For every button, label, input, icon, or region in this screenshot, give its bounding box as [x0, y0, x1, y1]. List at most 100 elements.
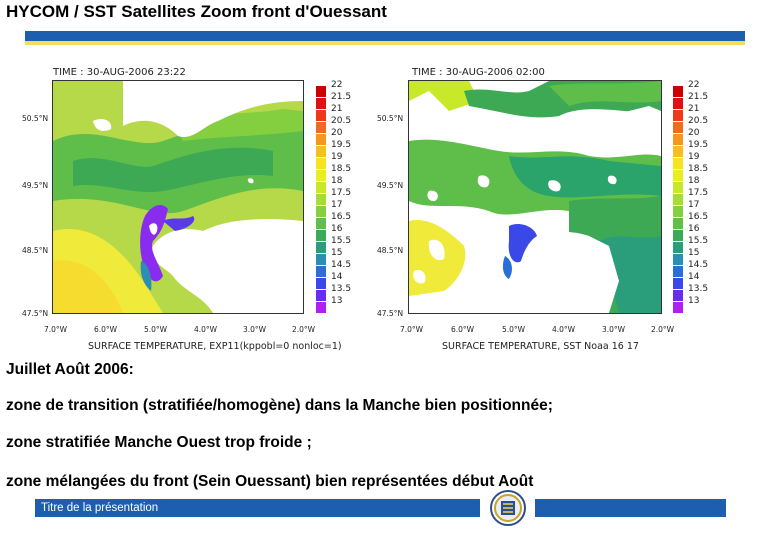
legend-swatch [673, 278, 683, 289]
legend-swatch [316, 278, 326, 289]
legend-label: 18.5 [331, 164, 352, 174]
body-line: zone de transition (stratifiée/homogène)… [6, 397, 553, 414]
legend-swatch [673, 194, 683, 205]
lon-label: 2.0°W [651, 325, 675, 334]
legend-label: 16.5 [331, 212, 352, 222]
presentation-title-footer: Titre de la présentation [35, 499, 480, 517]
legend-label: 13 [331, 296, 343, 306]
legend-label: 17 [688, 200, 700, 210]
legend-swatch [316, 290, 326, 301]
legend-label: 22 [688, 80, 700, 90]
lat-label: 48.5°N [377, 246, 404, 255]
legend-label: 19.5 [331, 140, 352, 150]
legend-swatch [316, 146, 326, 157]
legend-label: 14.5 [331, 260, 352, 270]
legend-label: 19.5 [688, 140, 709, 150]
legend-swatch [673, 230, 683, 241]
legend-swatch [673, 182, 683, 193]
legend-swatch [673, 170, 683, 181]
legend-swatch [316, 158, 326, 169]
legend-label: 17 [331, 200, 343, 210]
legend-label: 15.5 [688, 236, 709, 246]
legend-label: 17.5 [331, 188, 352, 198]
legend-swatch [316, 254, 326, 265]
legend-swatch [316, 98, 326, 109]
header-bar-accent [25, 41, 745, 45]
slide-title: HYCOM / SST Satellites Zoom front d'Oues… [6, 2, 387, 21]
legend-label: 18 [688, 176, 700, 186]
map-time-label: TIME : 30-AUG-2006 23:22 [53, 67, 186, 78]
legend-label: 15 [331, 248, 343, 258]
legend-swatch [316, 302, 326, 313]
lat-label: 49.5°N [377, 181, 404, 190]
lon-label: 4.0°W [194, 325, 218, 334]
legend-swatch [673, 302, 683, 313]
lon-label: 4.0°W [552, 325, 576, 334]
lon-label: 6.0°W [94, 325, 118, 334]
legend-swatch [316, 110, 326, 121]
lon-label: 6.0°W [451, 325, 475, 334]
emblem-icon [490, 490, 526, 526]
lat-label: 50.5°N [377, 114, 404, 123]
legend-swatch [316, 194, 326, 205]
lat-label: 47.5°N [377, 309, 404, 318]
legend-swatch [316, 182, 326, 193]
legend-label: 19 [688, 152, 700, 162]
legend-swatch [316, 242, 326, 253]
legend-label: 20.5 [688, 116, 709, 126]
lon-label: 3.0°W [243, 325, 267, 334]
legend-label: 18 [331, 176, 343, 186]
legend-label: 14 [688, 272, 700, 282]
lon-label: 3.0°W [602, 325, 626, 334]
lon-label: 7.0°W [400, 325, 424, 334]
legend-label: 13 [688, 296, 700, 306]
legend-swatch [673, 218, 683, 229]
legend-label: 16 [688, 224, 700, 234]
legend-label: 14.5 [688, 260, 709, 270]
legend-swatch [316, 122, 326, 133]
legend-label: 21 [688, 104, 700, 114]
legend-label: 14 [331, 272, 343, 282]
legend-swatch [316, 266, 326, 277]
legend-swatch [673, 98, 683, 109]
map-caption: SURFACE TEMPERATURE, SST Noaa 16 17 [442, 341, 639, 352]
legend-label: 22 [331, 80, 343, 90]
legend-label: 13.5 [688, 284, 709, 294]
lat-label: 48.5°N [22, 246, 49, 255]
legend-swatch [673, 146, 683, 157]
legend-swatch [673, 242, 683, 253]
legend-swatch [673, 266, 683, 277]
legend-swatch [316, 170, 326, 181]
sst-map-model [52, 80, 304, 314]
legend-swatch [673, 158, 683, 169]
lon-label: 7.0°W [44, 325, 68, 334]
legend-swatch [316, 134, 326, 145]
body-line: zone mélangées du front (Sein Ouessant) … [6, 473, 534, 490]
legend-label: 18.5 [688, 164, 709, 174]
legend-label: 21 [331, 104, 343, 114]
legend-swatch [673, 110, 683, 121]
footer-bar [535, 499, 726, 517]
sst-field-satellite [409, 81, 661, 313]
lon-label: 2.0°W [292, 325, 316, 334]
legend-label: 15 [688, 248, 700, 258]
legend-label: 20 [331, 128, 343, 138]
legend-label: 21.5 [688, 92, 709, 102]
body-heading: Juillet Août 2006: [6, 361, 134, 378]
legend-label: 16.5 [688, 212, 709, 222]
map-time-label: TIME : 30-AUG-2006 02:00 [412, 67, 545, 78]
header-bar [25, 31, 745, 41]
lon-label: 5.0°W [144, 325, 168, 334]
legend-label: 16 [331, 224, 343, 234]
legend-label: 20.5 [331, 116, 352, 126]
legend-swatch [316, 206, 326, 217]
legend-label: 19 [331, 152, 343, 162]
legend-label: 21.5 [331, 92, 352, 102]
body-line: zone stratifiée Manche Ouest trop froide… [6, 434, 312, 451]
sst-field-model [53, 81, 303, 313]
legend-swatch [673, 86, 683, 97]
legend-swatch [673, 134, 683, 145]
legend-swatch [673, 206, 683, 217]
lat-label: 50.5°N [22, 114, 49, 123]
legend-label: 17.5 [688, 188, 709, 198]
